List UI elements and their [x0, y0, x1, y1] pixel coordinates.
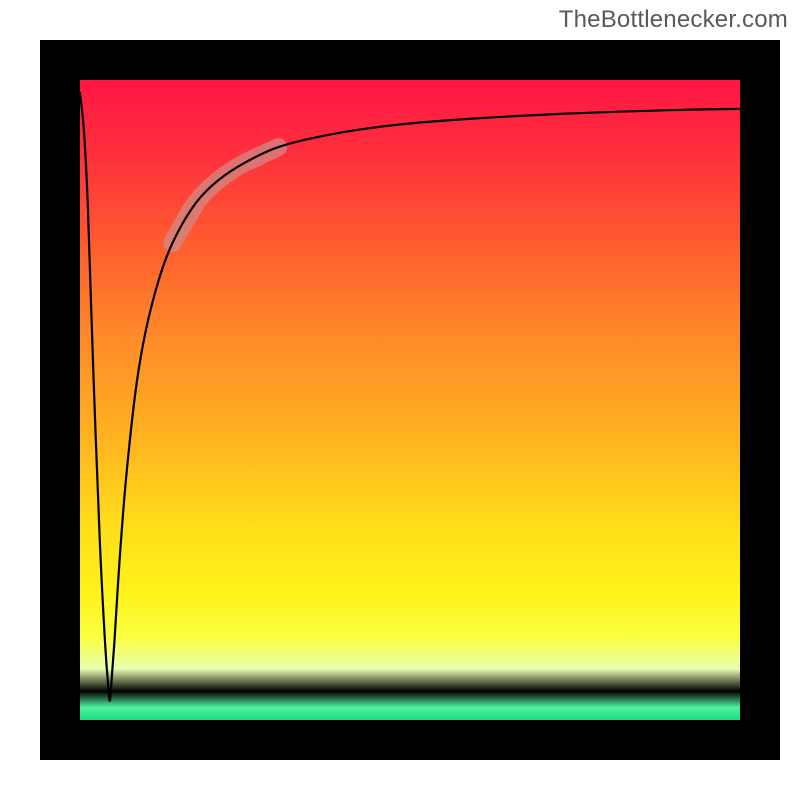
bottleneck-chart-svg [0, 0, 800, 800]
plot-background-gradient [80, 80, 740, 720]
chart-container: TheBottlenecker.com [0, 0, 800, 800]
